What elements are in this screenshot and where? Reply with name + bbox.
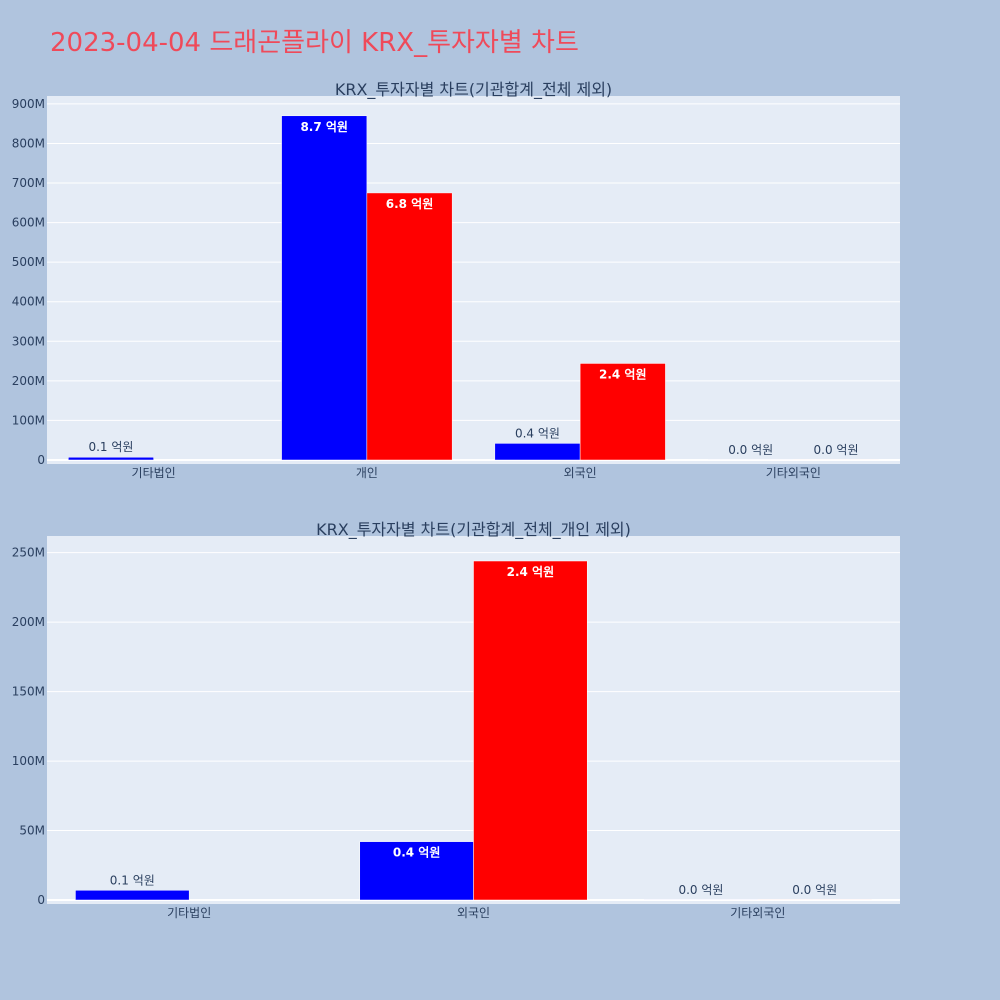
y-tick-label: 200M	[12, 615, 45, 629]
y-tick-label: 400M	[12, 295, 45, 309]
data-label: 6.8 억원	[386, 197, 434, 211]
data-label: 0.1 억원	[88, 440, 133, 454]
x-tick-label: 기타외국인	[730, 906, 785, 920]
y-tick-label: 900M	[12, 97, 45, 111]
y-tick-label: 200M	[12, 374, 45, 388]
bar	[281, 115, 368, 461]
y-tick-label: 500M	[12, 255, 45, 269]
bar	[68, 456, 154, 461]
chart-title: KRX_투자자별 차트(기관합계_전체_개인 제외)	[316, 520, 631, 540]
plot-area	[47, 96, 900, 464]
bar	[75, 890, 190, 901]
y-tick-label: 100M	[12, 754, 45, 768]
bar	[473, 560, 588, 901]
y-tick-label: 250M	[12, 546, 45, 560]
data-label: 0.1 억원	[110, 873, 155, 887]
bar	[359, 841, 474, 901]
data-label: 0.0 억원	[792, 883, 837, 897]
y-tick-label: 700M	[12, 176, 45, 190]
y-tick-label: 50M	[19, 824, 45, 838]
y-tick-label: 0	[37, 453, 45, 467]
chart-title: KRX_투자자별 차트(기관합계_전체 제외)	[335, 80, 612, 100]
y-tick-label: 300M	[12, 334, 45, 348]
data-label: 0.0 억원	[728, 443, 773, 457]
investor-chart-excl-individual: 0 50M 100M 150M 200M 250M KRX_투자자별 차트(기관합계_전체_…	[12, 520, 900, 920]
x-tick-label: 기타외국인	[766, 466, 821, 480]
data-label: 0.0 억원	[678, 883, 723, 897]
y-tick-label: 150M	[12, 685, 45, 699]
data-label: 0.4 억원	[393, 846, 441, 860]
x-tick-label: 개인	[356, 466, 378, 480]
x-tick-label: 기타법인	[167, 906, 211, 920]
y-tick-label: 800M	[12, 136, 45, 150]
y-tick-label: 600M	[12, 216, 45, 230]
page-title: 2023-04-04 드래곤플라이 KRX_투자자별 차트	[50, 28, 579, 58]
y-tick-label: 100M	[12, 413, 45, 427]
x-tick-label: 외국인	[457, 906, 490, 920]
investor-chart-all: 0 100M 200M 300M 400M 500M 600M 700M 800M 900M KRX…	[12, 80, 900, 480]
bar	[366, 192, 453, 461]
y-tick-label: 0	[37, 893, 45, 907]
data-label: 2.4 억원	[599, 367, 647, 381]
data-label: 0.4 억원	[515, 426, 560, 440]
bar	[579, 363, 666, 461]
data-label: 0.0 억원	[814, 443, 859, 457]
x-tick-label: 외국인	[564, 466, 597, 480]
data-label: 2.4 억원	[507, 565, 555, 579]
data-label: 8.7 억원	[300, 120, 348, 134]
x-tick-label: 기타법인	[132, 466, 176, 480]
